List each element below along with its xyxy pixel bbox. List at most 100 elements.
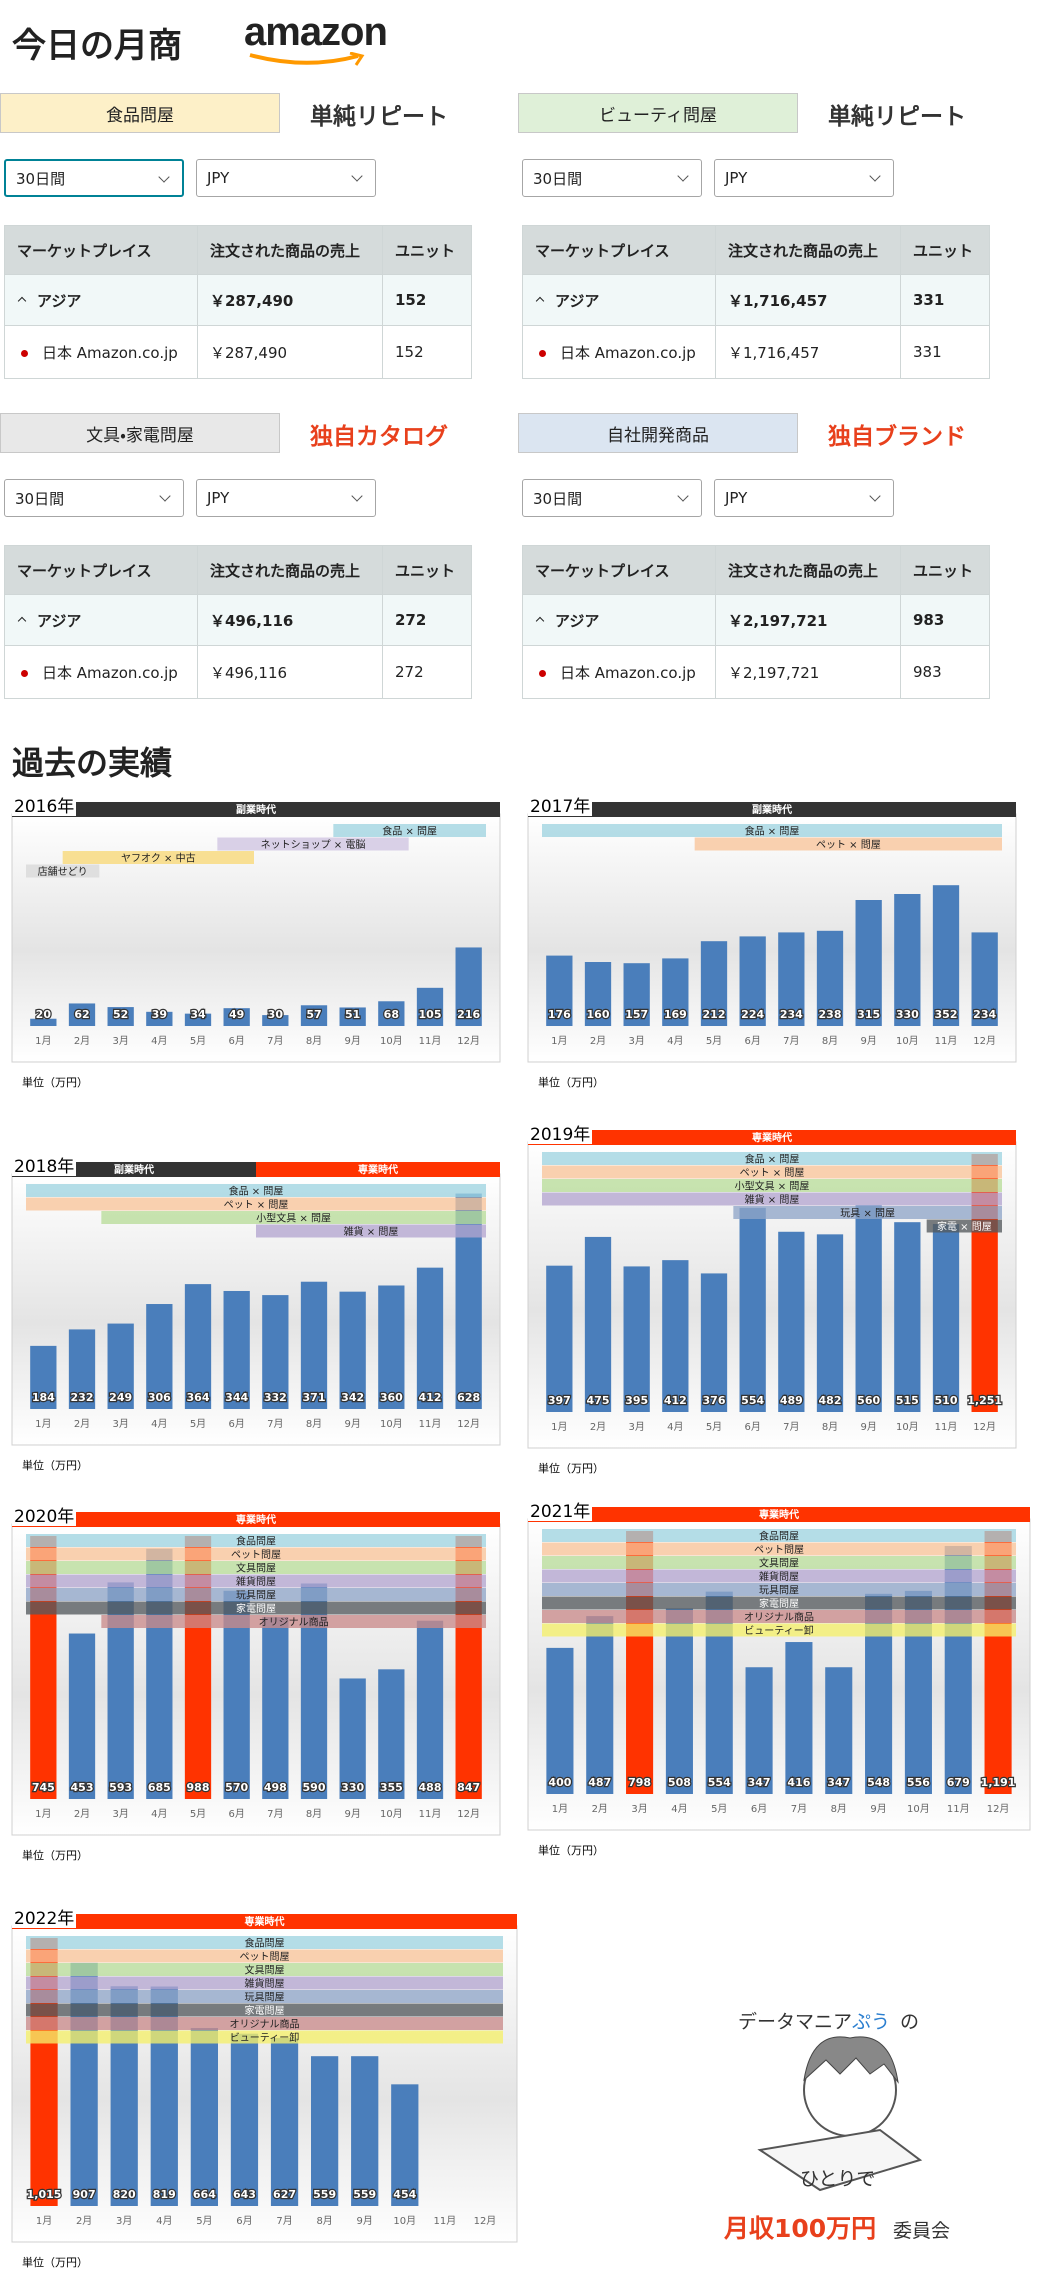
panel-label: 自社開発商品	[518, 413, 798, 453]
era-banner	[12, 802, 500, 817]
value-label: 559	[353, 2188, 376, 2201]
bar	[662, 958, 689, 1026]
table-cell: 331	[900, 325, 990, 379]
category-band-label: 玩具 × 問屋	[840, 1208, 895, 1220]
bar	[739, 1207, 766, 1412]
value-label: 643	[233, 2188, 256, 2201]
mascot-text: 委員会	[893, 2220, 950, 2242]
x-tick-label: 5月	[706, 1421, 722, 1433]
bar	[30, 1018, 57, 1026]
cell-text: 152	[395, 291, 427, 309]
dropdown[interactable]: JPY	[196, 159, 376, 197]
chevron	[869, 490, 881, 502]
category-band-label: 雑貨問屋	[759, 1570, 799, 1583]
category-band	[542, 1623, 1016, 1637]
bar	[546, 1265, 573, 1412]
column-header: マーケットプレイス	[522, 225, 716, 275]
value-label: 487	[588, 1776, 611, 1789]
x-tick-label: 10月	[380, 1035, 403, 1047]
dropdown-value: JPY	[725, 169, 748, 187]
x-tick-label: 7月	[267, 1035, 283, 1047]
sales-table: マーケットプレイス 注文された商品の売上 ユニット アジア ￥2,197,721 983 日…	[522, 545, 990, 699]
cell-text: ￥287,490	[210, 343, 288, 362]
category-band-label: 食品 × 問屋	[382, 826, 437, 838]
category-band-label: 家電問屋	[236, 1602, 276, 1615]
value-label: 344	[225, 1391, 248, 1404]
x-tick-label: 1月	[35, 1035, 51, 1047]
mascot-name: ぷう	[852, 2011, 890, 2033]
x-tick-label: 5月	[711, 1803, 727, 1815]
x-tick-label: 11月	[419, 1035, 442, 1047]
bar	[223, 1290, 250, 1409]
mascot-text: ひとりで	[800, 2168, 875, 2190]
table-cell: 272	[382, 594, 472, 646]
table-cell: 983	[900, 594, 990, 646]
bar	[107, 1323, 134, 1409]
unit-label: 単位（万円）	[22, 1848, 88, 1862]
value-label: 489	[780, 1394, 803, 1407]
bar	[971, 932, 998, 1026]
bar	[825, 1667, 853, 1794]
chart-title: 2022年	[14, 1909, 74, 1929]
bars	[30, 947, 482, 1026]
panel-label: 食品問屋	[0, 93, 280, 133]
category-band-label: ネットショップ × 電脳	[261, 839, 366, 851]
category-band-label: ビューティー卸	[230, 2031, 299, 2044]
value-label: 664	[193, 2188, 216, 2201]
category-band	[542, 1152, 1002, 1165]
table-row: アジア ￥1,716,457 331	[522, 274, 990, 326]
status-dot	[21, 349, 28, 357]
dropdown[interactable]: 30日間	[4, 479, 184, 517]
table-row: 日本 Amazon.co.jp ￥496,116 272	[4, 645, 472, 699]
bar	[184, 1284, 212, 1409]
bar	[310, 2056, 339, 2206]
x-tick-label: 6月	[228, 1035, 244, 1047]
dropdown-value: 30日間	[533, 169, 583, 188]
bar	[339, 1291, 366, 1409]
bars	[546, 1154, 998, 1412]
dropdown[interactable]: 30日間	[522, 159, 702, 197]
x-tick-label: 6月	[751, 1803, 767, 1815]
table-row: アジア ￥287,490 152	[4, 274, 472, 326]
mascot-laptop	[757, 2128, 923, 2192]
category-band	[542, 1529, 1016, 1542]
category-band-label: 食品 × 問屋	[745, 1154, 800, 1166]
bar	[339, 1007, 366, 1026]
bar	[586, 1616, 614, 1794]
column-header: 注文された商品の売上	[715, 545, 901, 595]
dropdown[interactable]: JPY	[196, 479, 376, 517]
dropdown[interactable]: 30日間	[522, 479, 702, 517]
category-band-label: 玩具問屋	[236, 1590, 276, 1602]
bar	[416, 1267, 444, 1409]
table-cell: 日本 Amazon.co.jp	[4, 645, 198, 699]
dropdown[interactable]: JPY	[714, 479, 894, 517]
bars	[30, 1193, 482, 1409]
value-label: 68	[384, 1008, 399, 1021]
category-band	[26, 1601, 486, 1615]
column-header: マーケットプレイス	[522, 545, 716, 595]
table-row: 日本 Amazon.co.jp ￥1,716,457 331	[522, 325, 990, 379]
dropdown[interactable]: 30日間	[4, 159, 184, 197]
category-band	[542, 1596, 1016, 1610]
column-header: 注文された商品の売上	[197, 545, 383, 595]
value-label: 332	[264, 1391, 287, 1404]
chart-title: 2018年	[14, 1157, 74, 1177]
bar	[107, 1582, 134, 1799]
x-tick-label: 4月	[667, 1035, 683, 1047]
x-tick-label: 2月	[590, 1421, 606, 1433]
category-band	[256, 1224, 486, 1238]
value-label: 306	[148, 1391, 171, 1404]
era-label: 専業時代	[752, 1131, 792, 1144]
dropdown[interactable]: JPY	[714, 159, 894, 197]
value-label: 400	[548, 1776, 571, 1789]
era-banner	[12, 1512, 500, 1527]
x-tick-label: 4月	[151, 1808, 167, 1820]
value-label: 475	[587, 1394, 610, 1407]
category-band-label: オリジナル商品	[259, 1616, 329, 1629]
value-label: 315	[857, 1008, 880, 1021]
category-band-label: 食品 × 問屋	[745, 826, 800, 838]
bar	[416, 987, 444, 1026]
